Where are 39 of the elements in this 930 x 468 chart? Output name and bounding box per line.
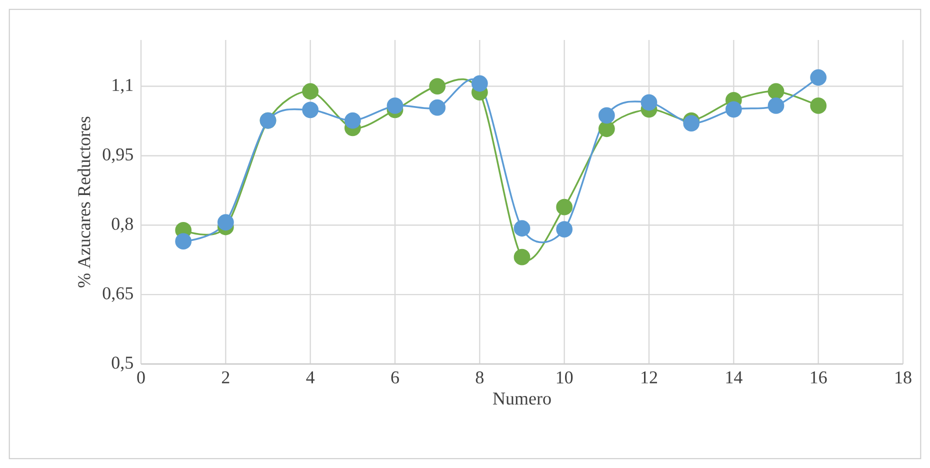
x-tick-label: 18 (896, 371, 912, 384)
point (471, 75, 488, 92)
point (810, 98, 827, 114)
point (768, 83, 784, 100)
x-tick-label: 0 (137, 371, 145, 384)
x-tick-label: 16 (810, 371, 827, 384)
y-tick-label: 0,65 (102, 287, 133, 302)
x-tick-label: 10 (556, 371, 573, 384)
point (217, 214, 234, 231)
point (429, 99, 446, 116)
x-tick-label: 12 (642, 371, 658, 384)
point (386, 98, 404, 114)
y-tick-label: 0,8 (112, 218, 133, 233)
y-tick-label: 0,95 (102, 148, 133, 164)
x-tick-label: 14 (726, 371, 742, 384)
point (302, 102, 319, 118)
x-axis-title: Numero (493, 392, 551, 405)
point (556, 221, 573, 238)
x-tick-label: 4 (306, 371, 315, 384)
y-axis-title: % Azucares Reductores (78, 116, 90, 288)
point (175, 233, 192, 250)
y-tick-label: 0,5 (112, 356, 133, 372)
point (683, 115, 700, 132)
x-tick-label: 6 (391, 371, 399, 384)
point (302, 83, 319, 100)
point (598, 120, 615, 138)
point (514, 220, 530, 237)
point (768, 98, 784, 114)
point (556, 198, 573, 216)
point (344, 112, 361, 129)
point (514, 248, 530, 266)
x-tick-label: 8 (476, 371, 484, 384)
point (810, 69, 827, 86)
point (640, 94, 658, 111)
x-tick-label: 2 (222, 371, 230, 384)
y-tick-label: 1,1 (112, 78, 133, 94)
point (725, 101, 742, 118)
point (598, 107, 615, 124)
point (429, 78, 446, 94)
